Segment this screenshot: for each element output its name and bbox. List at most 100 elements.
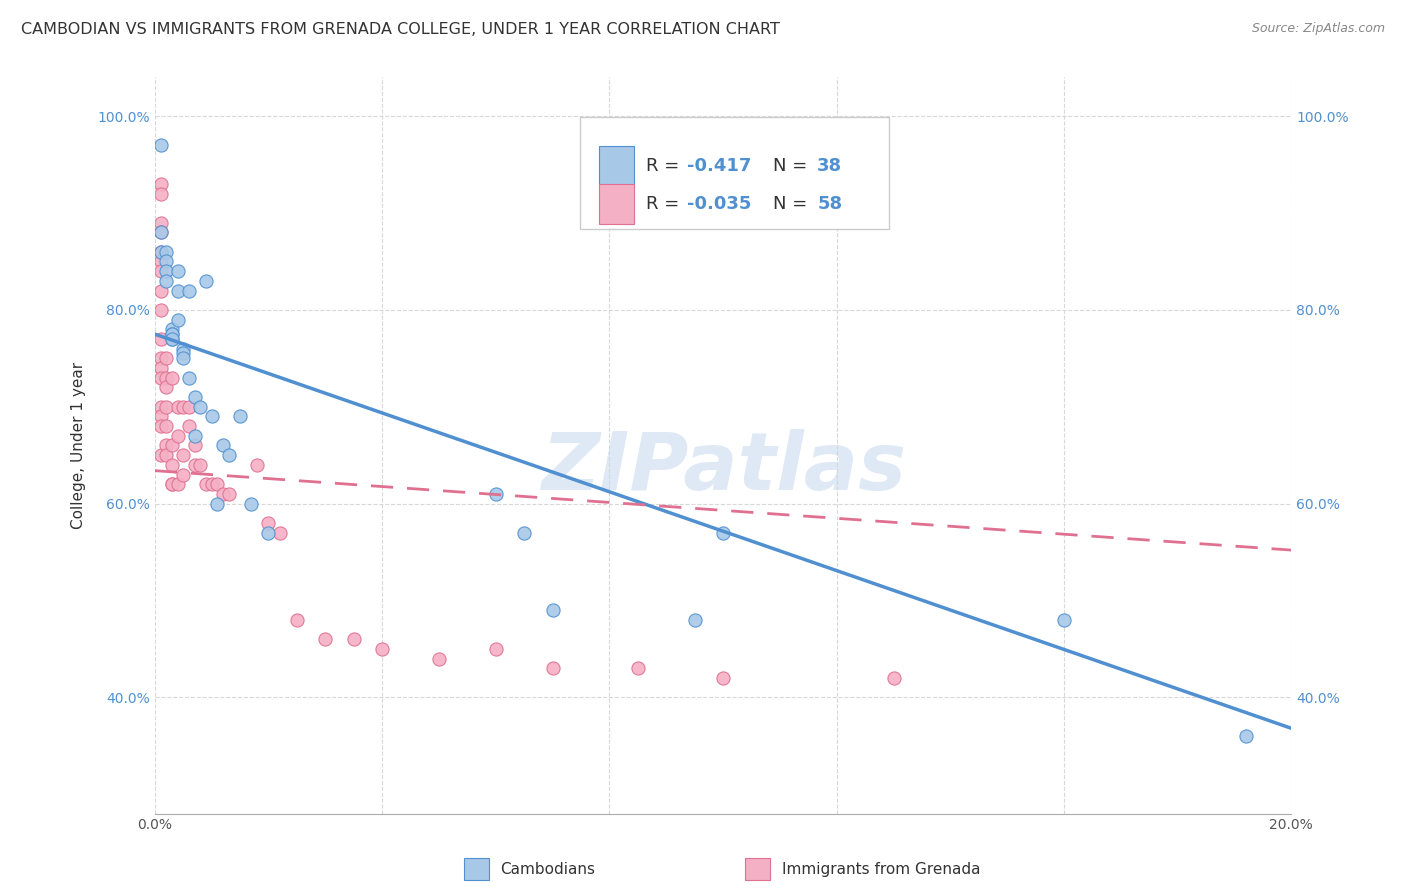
- Point: [343, 632, 366, 647]
- Point: [711, 525, 734, 540]
- Point: [177, 400, 200, 414]
- Point: [149, 284, 172, 298]
- Point: [160, 332, 183, 346]
- Point: [160, 438, 183, 452]
- Point: [160, 458, 183, 472]
- Point: [207, 477, 229, 491]
- Point: [218, 487, 240, 501]
- Point: [166, 284, 188, 298]
- Point: [149, 226, 172, 240]
- Text: -0.035: -0.035: [688, 195, 752, 213]
- Point: [240, 497, 263, 511]
- Point: [172, 351, 194, 366]
- Point: [172, 346, 194, 360]
- Point: [149, 264, 172, 278]
- Point: [1234, 729, 1257, 743]
- Point: [160, 370, 183, 384]
- Point: [218, 448, 240, 462]
- Point: [541, 603, 564, 617]
- Point: [201, 477, 224, 491]
- Point: [195, 274, 218, 288]
- Point: [683, 613, 706, 627]
- Point: [149, 332, 172, 346]
- Text: R =: R =: [645, 157, 685, 175]
- Point: [149, 351, 172, 366]
- Point: [513, 525, 536, 540]
- Point: [485, 641, 508, 656]
- Point: [166, 477, 188, 491]
- Point: [177, 370, 200, 384]
- Point: [212, 487, 235, 501]
- Point: [160, 332, 183, 346]
- Text: N =: N =: [773, 195, 813, 213]
- Point: [183, 458, 205, 472]
- Point: [229, 409, 252, 424]
- Point: [149, 138, 172, 153]
- Point: [314, 632, 336, 647]
- Point: [155, 254, 177, 268]
- Point: [1053, 613, 1076, 627]
- Point: [149, 186, 172, 201]
- Point: [711, 671, 734, 685]
- Point: [160, 477, 183, 491]
- Point: [195, 477, 218, 491]
- Point: [166, 312, 188, 326]
- Text: Cambodians: Cambodians: [501, 863, 596, 877]
- Point: [188, 400, 211, 414]
- Point: [285, 613, 308, 627]
- Point: [149, 244, 172, 259]
- Point: [160, 327, 183, 342]
- Point: [183, 438, 205, 452]
- Point: [172, 400, 194, 414]
- Point: [149, 302, 172, 317]
- Text: Immigrants from Grenada: Immigrants from Grenada: [782, 863, 980, 877]
- Point: [155, 351, 177, 366]
- Point: [149, 254, 172, 268]
- Point: [155, 244, 177, 259]
- Point: [269, 525, 291, 540]
- Point: [149, 216, 172, 230]
- Point: [149, 419, 172, 434]
- Point: [160, 322, 183, 336]
- Point: [155, 400, 177, 414]
- Text: 38: 38: [817, 157, 842, 175]
- Point: [627, 661, 650, 675]
- Point: [183, 429, 205, 443]
- Point: [201, 409, 224, 424]
- Text: ZIPatlas: ZIPatlas: [540, 428, 905, 507]
- Point: [371, 641, 394, 656]
- Point: [149, 400, 172, 414]
- Point: [149, 370, 172, 384]
- Point: [149, 177, 172, 191]
- Point: [166, 400, 188, 414]
- Point: [166, 264, 188, 278]
- Text: 58: 58: [817, 195, 842, 213]
- Text: -0.417: -0.417: [688, 157, 752, 175]
- Point: [172, 467, 194, 482]
- Text: CAMBODIAN VS IMMIGRANTS FROM GRENADA COLLEGE, UNDER 1 YEAR CORRELATION CHART: CAMBODIAN VS IMMIGRANTS FROM GRENADA COL…: [21, 22, 780, 37]
- Point: [177, 284, 200, 298]
- Point: [207, 497, 229, 511]
- Point: [427, 651, 450, 665]
- Point: [257, 525, 280, 540]
- Point: [149, 409, 172, 424]
- Text: R =: R =: [645, 195, 685, 213]
- Point: [541, 661, 564, 675]
- Point: [155, 448, 177, 462]
- Point: [155, 264, 177, 278]
- Point: [155, 380, 177, 394]
- Point: [172, 342, 194, 356]
- Point: [155, 370, 177, 384]
- Point: [155, 438, 177, 452]
- Point: [183, 390, 205, 404]
- Point: [160, 327, 183, 342]
- Point: [155, 419, 177, 434]
- Point: [149, 448, 172, 462]
- Text: Source: ZipAtlas.com: Source: ZipAtlas.com: [1251, 22, 1385, 36]
- Point: [166, 429, 188, 443]
- Point: [212, 438, 235, 452]
- Point: [149, 226, 172, 240]
- Point: [172, 448, 194, 462]
- Point: [257, 516, 280, 530]
- Point: [149, 244, 172, 259]
